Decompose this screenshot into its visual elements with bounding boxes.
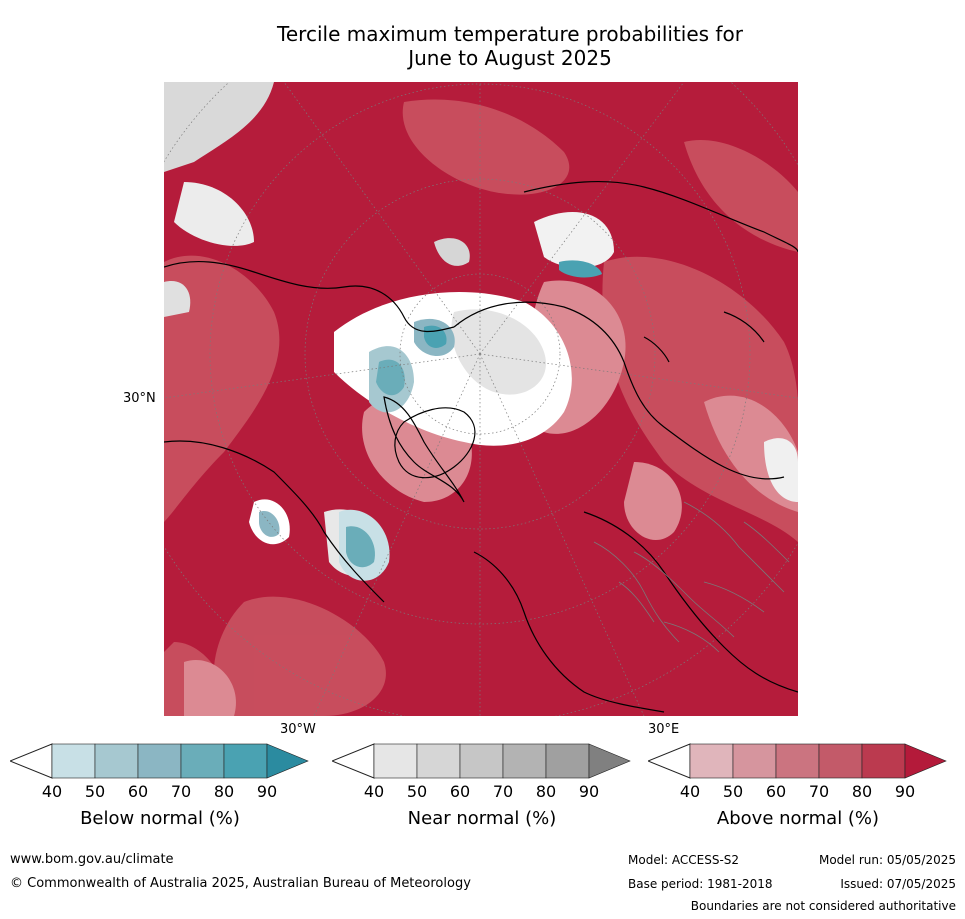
coastlines — [164, 180, 798, 713]
map-title: Tercile maximum temperature probabilitie… — [190, 22, 830, 70]
tick-label: 80 — [535, 782, 557, 801]
below-normal-regions — [259, 260, 602, 581]
issued-text: Issued: 07/05/2025 — [840, 877, 956, 891]
colorbar-segment — [180, 743, 225, 779]
colorbar-segment — [373, 743, 418, 779]
tick-label: 50 — [722, 782, 744, 801]
title-line-1: Tercile maximum temperature probabilitie… — [277, 22, 743, 46]
tick-label: 40 — [41, 782, 63, 801]
colorbar-segment — [502, 743, 547, 779]
tick-label: 80 — [851, 782, 873, 801]
boundaries — [593, 501, 790, 653]
tick-label: 70 — [170, 782, 192, 801]
tick-label: 50 — [406, 782, 428, 801]
copyright-text: © Commonwealth of Australia 2025, Austra… — [10, 876, 471, 891]
colorbar-segment — [818, 743, 863, 779]
tick-label: 60 — [765, 782, 787, 801]
colorbar-segment — [94, 743, 139, 779]
colorbar-near — [332, 743, 632, 779]
tick-label: 90 — [894, 782, 916, 801]
colorbar-segment — [861, 743, 906, 779]
tick-label: 70 — [808, 782, 830, 801]
tick-label: 50 — [84, 782, 106, 801]
lat-30n-label: 30°N — [123, 391, 156, 406]
colorbar-below-scale — [10, 743, 309, 779]
colorbar-segment — [266, 743, 309, 779]
colorbar-segment — [416, 743, 461, 779]
tick-label: 40 — [679, 782, 701, 801]
lon-30w-label: 30°W — [280, 722, 316, 737]
tick-label: 90 — [578, 782, 600, 801]
tick-label: 60 — [127, 782, 149, 801]
colorbar-segment — [904, 743, 947, 779]
colorbar-near-label: Near normal (%) — [407, 808, 557, 829]
probability-map — [164, 82, 798, 716]
tick-label: 40 — [363, 782, 385, 801]
colorbar-segment — [588, 743, 631, 779]
colorbar-segment — [775, 743, 820, 779]
colorbar-segment — [223, 743, 268, 779]
tick-label: 70 — [492, 782, 514, 801]
colorbar-above-label: Above normal (%) — [716, 808, 880, 829]
colorbar-above — [648, 743, 948, 779]
map-canvas — [164, 82, 798, 716]
graticule — [164, 82, 798, 716]
colorbar-segment — [51, 743, 96, 779]
colorbar-near-scale — [332, 743, 631, 779]
lon-30e-label: 30°E — [648, 722, 680, 737]
title-line-2: June to August 2025 — [408, 46, 612, 70]
colorbar-segment — [137, 743, 182, 779]
colorbar-segment — [545, 743, 590, 779]
model-text: Model: ACCESS-S2 — [628, 853, 740, 867]
colorbar-segment — [459, 743, 504, 779]
colorbar-above-scale — [648, 743, 947, 779]
website-link[interactable]: www.bom.gov.au/climate — [10, 852, 174, 867]
model-run-text: Model run: 05/05/2025 — [818, 853, 956, 867]
colorbar-segment — [732, 743, 777, 779]
colorbar-below-label: Below normal (%) — [80, 808, 240, 829]
tick-label: 60 — [449, 782, 471, 801]
disclaimer-text: Boundaries are not considered authoritat… — [690, 899, 956, 913]
colorbar-segment — [689, 743, 734, 779]
tick-label: 90 — [256, 782, 278, 801]
tick-label: 80 — [213, 782, 235, 801]
base-period-text: Base period: 1981-2018 — [628, 877, 773, 891]
colorbar-below — [10, 743, 310, 779]
